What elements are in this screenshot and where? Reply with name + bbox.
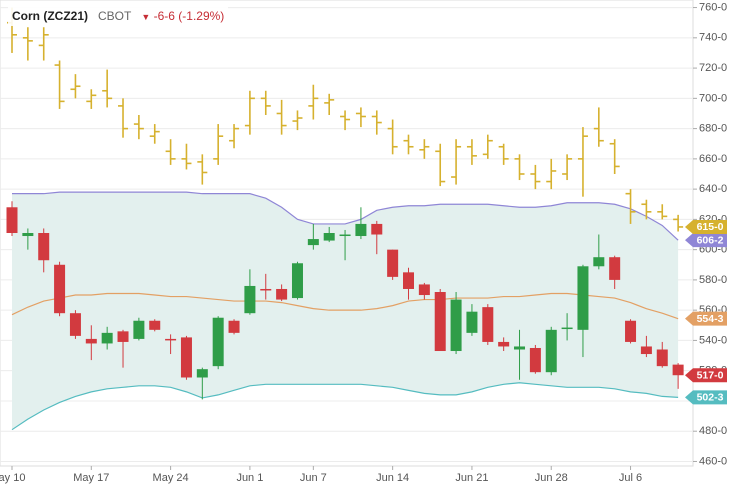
candle-body bbox=[54, 264, 66, 314]
change-text: -6-6 (-1.29%) bbox=[153, 9, 225, 23]
down-arrow: ▼ bbox=[141, 12, 151, 22]
candle-body bbox=[85, 338, 97, 344]
candle-body bbox=[101, 332, 113, 344]
price-badge bbox=[685, 219, 727, 234]
candle-body bbox=[450, 299, 462, 352]
candle-body bbox=[69, 313, 81, 336]
candle-body bbox=[323, 233, 335, 241]
candle-body bbox=[577, 266, 589, 330]
x-tick-label: Jul 6 bbox=[619, 472, 642, 484]
candle-body bbox=[514, 346, 526, 350]
price-badge bbox=[685, 233, 727, 248]
price-change: ▼ -6-6 (-1.29%) bbox=[141, 9, 224, 23]
candle-body bbox=[656, 349, 668, 367]
y-tick-label: 640-0 bbox=[699, 183, 727, 195]
y-tick-label: 460-0 bbox=[699, 455, 727, 467]
price-badge-label: 502-3 bbox=[697, 392, 724, 404]
y-tick-label: 660-0 bbox=[699, 153, 727, 165]
candle-body bbox=[640, 346, 652, 355]
y-tick-label: 740-0 bbox=[699, 32, 727, 44]
candle-body bbox=[22, 233, 34, 237]
x-tick-label: Jun 21 bbox=[455, 472, 488, 484]
candle-body bbox=[482, 307, 494, 342]
candle-body bbox=[165, 338, 177, 341]
candle-body bbox=[307, 239, 319, 246]
candle-body bbox=[6, 207, 18, 233]
y-tick-label: 480-0 bbox=[699, 425, 727, 437]
candle-body bbox=[498, 341, 510, 347]
candle-body bbox=[672, 364, 684, 376]
y-tick-label: 680-0 bbox=[699, 123, 727, 135]
candle-body bbox=[545, 329, 557, 373]
y-tick-label: 540-0 bbox=[699, 334, 727, 346]
candle-body bbox=[196, 369, 208, 378]
x-tick-label: May 24 bbox=[153, 472, 189, 484]
y-tick-label: 720-0 bbox=[699, 62, 727, 74]
x-tick-label: ay 10 bbox=[0, 472, 25, 484]
band-fill bbox=[12, 192, 679, 430]
candle-body bbox=[418, 284, 430, 296]
exchange: CBOT bbox=[98, 9, 132, 23]
candle-body bbox=[355, 223, 367, 237]
candle-body bbox=[434, 292, 446, 352]
candle-body bbox=[339, 234, 351, 237]
price-badge-label: 615-0 bbox=[697, 221, 724, 233]
candle-body bbox=[466, 311, 478, 333]
candle-body bbox=[625, 320, 637, 342]
candle-body bbox=[529, 347, 541, 373]
candle-body bbox=[244, 285, 256, 314]
price-badge bbox=[685, 368, 727, 383]
candle-body bbox=[387, 249, 399, 277]
price-badge-label: 554-3 bbox=[697, 313, 724, 325]
candle-body bbox=[276, 288, 288, 300]
y-tick-label: 580-0 bbox=[699, 274, 727, 286]
x-tick-label: Jun 14 bbox=[376, 472, 409, 484]
band-line bbox=[12, 191, 679, 241]
candle-body bbox=[593, 257, 605, 267]
x-tick-label: Jun 7 bbox=[300, 472, 327, 484]
candle-body bbox=[133, 320, 145, 339]
y-tick-label: 700-0 bbox=[699, 92, 727, 104]
price-badge-label: 606-2 bbox=[697, 234, 724, 246]
candle-body bbox=[149, 320, 161, 330]
candle-body bbox=[403, 272, 414, 289]
candle-body bbox=[371, 223, 383, 235]
symbol-title[interactable]: Corn (ZCZ21) bbox=[12, 9, 88, 23]
price-badge bbox=[685, 390, 727, 405]
candle-body bbox=[260, 288, 272, 291]
x-tick-label: Jun 1 bbox=[236, 472, 263, 484]
x-tick-label: Jun 28 bbox=[535, 472, 568, 484]
candle-body bbox=[291, 263, 303, 299]
band-line bbox=[11, 382, 679, 431]
candle-body bbox=[609, 257, 621, 280]
price-badge-label: 517-0 bbox=[697, 370, 724, 382]
header: Corn (ZCZ21) CBOT ▼ -6-6 (-1.29%) bbox=[8, 6, 229, 26]
price-badge bbox=[685, 311, 727, 326]
candle-body bbox=[38, 233, 50, 261]
candle-body bbox=[212, 317, 224, 367]
x-tick-label: May 17 bbox=[73, 472, 109, 484]
band-line bbox=[11, 292, 679, 320]
candle-body bbox=[117, 331, 129, 342]
candle-body bbox=[561, 327, 573, 330]
candle-body bbox=[228, 320, 240, 333]
candle-body bbox=[180, 337, 192, 378]
y-tick-label: 760-0 bbox=[699, 1, 727, 13]
